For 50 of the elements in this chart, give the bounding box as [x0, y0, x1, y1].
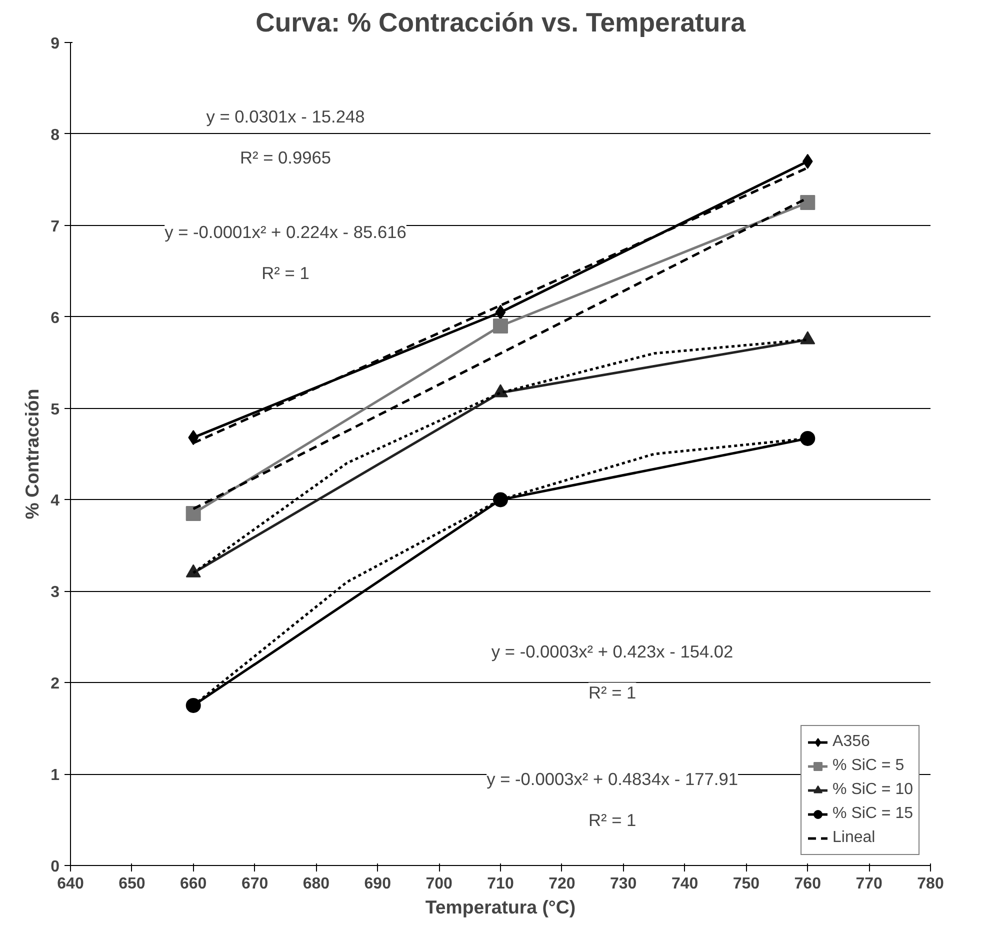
- y-tick-label: 1: [50, 767, 60, 784]
- legend-label: A356: [832, 733, 870, 751]
- y-tick-label: 3: [50, 584, 60, 602]
- x-axis-title: Temperatura (°C): [425, 896, 576, 918]
- annotation: R² = 1: [588, 682, 636, 703]
- annotation: y = -0.0003x² + 0.423x - 154.02: [491, 642, 734, 662]
- annotation: R² = 1: [262, 262, 310, 283]
- point: [802, 154, 813, 169]
- legend-label: % SiC = 10: [832, 781, 913, 799]
- annotation: y = -0.0003x² + 0.4834x - 177.91: [486, 769, 738, 790]
- legend-label: Lineal: [832, 829, 876, 847]
- point: [800, 430, 816, 446]
- x-tick-label: 700: [426, 876, 453, 892]
- y-tick-label: 6: [50, 310, 60, 327]
- x-tick-label: 730: [610, 876, 637, 892]
- x-tick-label: 640: [57, 876, 84, 892]
- chart-title: Curva: % Contracción vs. Temperatura: [256, 8, 746, 38]
- x-tick-label: 780: [917, 876, 944, 892]
- point: [188, 430, 199, 446]
- y-tick-label: 7: [50, 218, 60, 236]
- x-tick-label: 760: [794, 876, 822, 892]
- point: [493, 318, 508, 334]
- x-tick-label: 710: [487, 876, 514, 892]
- x-tick-label: 660: [180, 876, 207, 892]
- x-tick-label: 720: [548, 876, 576, 892]
- point: [800, 195, 816, 210]
- x-tick-label: 670: [241, 876, 268, 892]
- point: [495, 304, 506, 320]
- x-tick-label: 750: [732, 876, 760, 892]
- annotation: R² = 0.9965: [240, 148, 332, 168]
- x-tick-label: 770: [856, 876, 883, 892]
- annotation: y = -0.0001x² + 0.224x - 85.616: [164, 222, 406, 242]
- y-tick-label: 8: [50, 126, 60, 144]
- point: [186, 506, 201, 521]
- y-tick-label: 5: [50, 401, 60, 418]
- legend-label: % SiC = 5: [832, 757, 904, 775]
- x-tick-label: 690: [364, 876, 392, 892]
- point: [186, 698, 201, 713]
- y-axis-title: % Contracción: [22, 388, 43, 520]
- x-tick-label: 680: [302, 876, 330, 892]
- annotation: y = 0.0301x - 15.248: [206, 106, 365, 127]
- legend-label: % SiC = 15: [832, 805, 913, 823]
- y-tick-label: 4: [50, 492, 60, 510]
- y-tick-label: 9: [50, 36, 60, 52]
- y-tick-label: 0: [50, 858, 60, 876]
- x-tick-label: 650: [118, 876, 146, 892]
- annotation: R² = 1: [588, 810, 636, 830]
- point: [493, 492, 508, 508]
- x-tick-label: 740: [671, 876, 698, 892]
- y-tick-label: 2: [50, 676, 60, 693]
